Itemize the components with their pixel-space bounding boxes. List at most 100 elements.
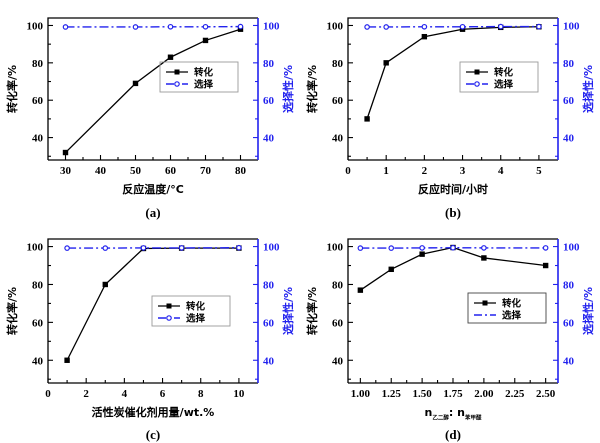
y-tick-label-right: 80 [263, 58, 275, 70]
y-tick-label: 60 [332, 95, 344, 107]
conversion-marker [383, 60, 389, 66]
selectivity-marker [357, 245, 364, 251]
y-tick-label: 60 [32, 317, 44, 329]
x-tick-label: 0 [45, 388, 51, 400]
y-tick-label-right: 80 [563, 279, 575, 291]
legend-label-selectivity: 选择 [194, 79, 214, 91]
x-tick-label: 8 [198, 388, 204, 400]
y-tick-label: 100 [27, 20, 44, 32]
legend-label-conversion: 转化 [186, 301, 206, 313]
panel-d: 40 60 80 100 40 60 80 100 1.00 1.25 1.50 1.75 2.00 2.… [300, 221, 600, 443]
x-tick-label: 3 [460, 165, 466, 177]
y-tick-label-right: 40 [563, 355, 575, 367]
selectivity-marker [64, 245, 70, 251]
selectivity-marker [459, 23, 466, 30]
x-axis-label: 活性炭催化剂用量/wt.% [92, 405, 215, 419]
legend-selectivity-marker [166, 315, 172, 321]
y-axis-label-left: 转化率/% [305, 287, 319, 335]
x-tick-label: 1.25 [382, 388, 402, 400]
x-tick-label: 6 [160, 388, 166, 400]
legend-label-selectivity: 选择 [502, 310, 522, 322]
x-tick-label: 10 [233, 388, 245, 400]
y-axis-label-right: 选择性/% [281, 287, 295, 335]
legend-label-conversion: 转化 [194, 67, 214, 79]
y-tick-label: 40 [32, 355, 44, 367]
y-axis-label-right: 选择性/% [581, 287, 595, 335]
selectivity-marker [450, 244, 456, 251]
x-tick-label: 30 [60, 165, 72, 177]
selectivity-marker [364, 24, 370, 30]
y-tick-label: 40 [332, 355, 344, 367]
x-tick-label: 60 [165, 165, 177, 177]
legend-box [159, 61, 239, 93]
y-tick-label-right: 100 [263, 20, 280, 32]
x-tick-label: 80 [235, 165, 247, 177]
selectivity-marker [140, 245, 147, 251]
y-tick-label-right: 60 [563, 95, 575, 107]
conversion-marker [364, 116, 370, 122]
y-tick-label: 40 [32, 133, 44, 145]
x-tick-label: 1 [383, 165, 389, 177]
selectivity-marker [62, 24, 69, 30]
x-axis-label: n乙二醇: n苯甲醛 [425, 406, 482, 422]
legend-box [151, 295, 231, 327]
legend-conversion-marker [174, 69, 180, 75]
conversion-marker [62, 149, 69, 156]
y-tick-label: 80 [32, 58, 44, 70]
legend-selectivity-marker [174, 81, 180, 87]
panel-label: (b) [445, 205, 461, 220]
legend-conversion-marker [482, 300, 488, 306]
y-tick-label: 60 [332, 317, 344, 329]
y-tick-label: 100 [327, 242, 344, 254]
selectivity-marker [421, 23, 428, 30]
y-tick-label: 40 [332, 133, 344, 145]
y-axis-label-left: 转化率/% [305, 65, 319, 113]
y-tick-label-right: 100 [563, 20, 580, 32]
y-tick-label-right: 40 [563, 133, 575, 145]
selectivity-marker [178, 245, 185, 251]
panel-a: 40 60 80 100 40 60 80 100 30 40 50 60 70 80 转化率/% 选择性/%… [0, 0, 300, 221]
x-tick-label: 0 [345, 165, 351, 177]
x-tick-label: 1.50 [412, 388, 432, 400]
selectivity-marker [497, 23, 504, 30]
y-tick-label-right: 60 [263, 95, 275, 107]
x-axis-label: 反应温度/°C [122, 182, 184, 196]
selectivity-marker [202, 23, 209, 30]
y-tick-label-right: 80 [263, 279, 275, 291]
conversion-line [366, 26, 539, 120]
conversion-line [359, 246, 546, 291]
panel-label: (a) [145, 205, 160, 220]
conversion-marker [202, 37, 209, 44]
x-axis-label: 反应时间/小时 [418, 182, 488, 196]
conversion-marker [357, 287, 364, 293]
x-tick-label: 4 [122, 388, 128, 400]
selectivity-marker [481, 245, 487, 251]
selectivity-marker [419, 245, 425, 251]
panel-label: (d) [445, 427, 461, 442]
x-tick-label: 40 [95, 165, 107, 177]
y-tick-label-right: 80 [563, 58, 575, 70]
conversion-marker [481, 255, 487, 261]
selectivity-marker [236, 244, 242, 251]
x-tick-label: 50 [130, 165, 142, 177]
x-tick-label: 2.25 [505, 388, 525, 400]
conversion-line [65, 28, 241, 153]
x-tick-label: 2 [422, 165, 428, 177]
conversion-marker [421, 33, 428, 40]
legend-box [459, 61, 539, 93]
y-tick-label-right: 100 [263, 242, 280, 254]
conversion-marker [542, 262, 549, 269]
conversion-marker [167, 54, 174, 60]
conversion-marker [388, 266, 394, 273]
x-tick-label: 2.00 [474, 388, 494, 400]
selectivity-marker [102, 245, 109, 251]
selectivity-marker [237, 23, 244, 30]
y-tick-label: 100 [27, 242, 44, 254]
y-tick-label-right: 100 [563, 242, 580, 254]
legend-label-conversion: 转化 [494, 67, 514, 79]
conversion-line [66, 247, 239, 361]
x-tick-label: 5 [536, 165, 542, 177]
panel-b: 40 60 80 100 40 60 80 100 0 1 2 3 4 5 转化率/% 选择性/% 反应时间/小… [300, 0, 600, 221]
y-tick-label-right: 60 [263, 317, 275, 329]
